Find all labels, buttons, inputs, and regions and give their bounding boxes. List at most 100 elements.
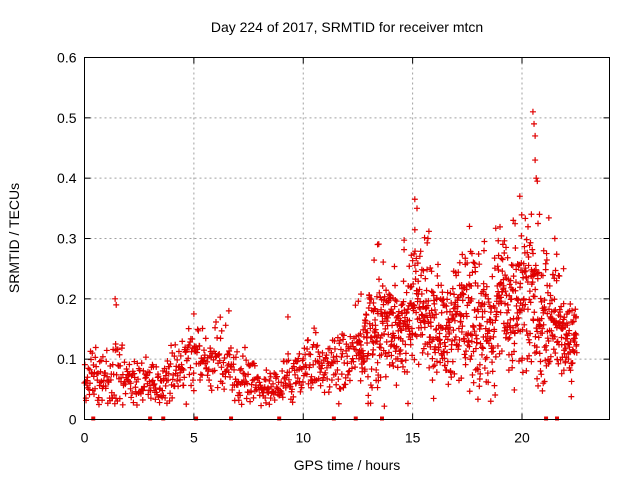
data-point [493,308,500,315]
data-point [180,366,187,373]
data-point [466,223,473,230]
data-point [389,322,396,329]
data-point [426,364,433,371]
axis-marker [161,416,166,421]
data-point [244,380,251,387]
data-point [495,237,502,244]
y-tick-label: 0.4 [57,170,77,186]
data-point [190,387,197,394]
data-point [339,350,346,357]
data-point [159,387,166,394]
data-point [369,384,376,391]
data-point [572,313,579,320]
data-point [449,337,456,344]
data-point [216,351,223,358]
data-point [466,272,473,279]
data-point [446,330,453,337]
data-point [388,306,395,313]
data-point [487,398,494,405]
data-point [277,387,284,394]
data-point [92,354,99,361]
data-point [303,371,310,378]
data-point [283,382,290,389]
data-point [119,371,126,378]
data-point [399,338,406,345]
data-point [255,375,262,382]
data-point [416,286,423,293]
data-point [478,303,485,310]
data-point [96,358,103,365]
data-point [237,367,244,374]
data-point [162,394,169,401]
data-point [456,259,463,266]
data-point [529,246,536,253]
data-point [138,360,145,367]
data-point [298,384,305,391]
data-point [335,400,342,407]
data-point [352,346,359,353]
data-point [267,373,274,380]
data-point [433,311,440,318]
data-point [197,376,204,383]
data-point [538,371,545,378]
data-point [218,327,225,334]
data-point [155,373,162,380]
data-point [368,334,375,341]
data-point [534,375,541,382]
data-point [202,335,209,342]
data-point [503,309,510,316]
data-point [470,323,477,330]
data-point [459,290,466,297]
data-point [86,366,93,373]
data-point [475,250,482,257]
data-point [376,276,383,283]
data-point [331,337,338,344]
data-point [174,356,181,363]
data-point [503,244,510,251]
data-point [338,354,345,361]
data-point [497,223,504,230]
data-point [466,388,473,395]
data-point [429,355,436,362]
data-point [151,380,158,387]
data-point [250,394,257,401]
data-point [441,348,448,355]
data-point [517,307,524,314]
data-point [495,267,502,274]
data-point [474,365,481,372]
data-point [443,303,450,310]
data-point [145,391,152,398]
data-point [569,319,576,326]
data-point [174,372,181,379]
data-point [421,234,428,241]
data-point [382,373,389,380]
data-point [263,367,270,374]
data-point [498,294,505,301]
data-point [543,250,550,257]
data-point [285,376,292,383]
data-point [183,401,190,408]
data-point [471,328,478,335]
data-point [177,369,184,376]
data-point [412,248,419,255]
data-point [156,399,163,406]
data-point [139,396,146,403]
data-point [418,272,425,279]
data-point [509,364,516,371]
data-point [510,273,517,280]
data-point [438,309,445,316]
data-point [415,278,422,285]
axis-marker [555,416,559,421]
data-point [527,299,534,306]
data-point [491,326,498,333]
data-point [340,384,347,391]
data-point [560,367,567,374]
data-point [373,293,380,300]
data-point [533,266,540,273]
data-point [374,338,381,345]
data-point [518,232,525,239]
data-point [370,346,377,353]
data-point [89,350,96,357]
data-point [456,336,463,343]
data-point [455,269,462,276]
